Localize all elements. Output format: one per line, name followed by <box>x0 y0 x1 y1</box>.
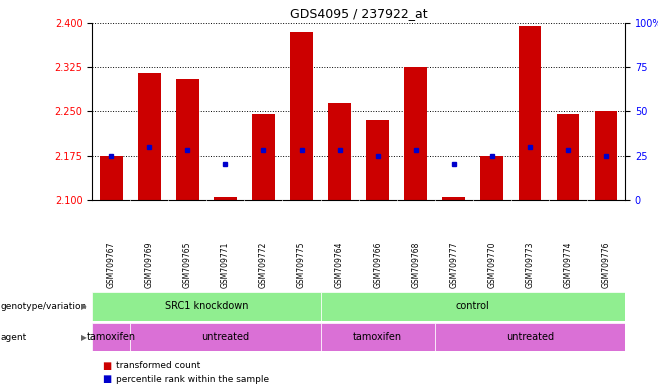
Text: GSM709774: GSM709774 <box>563 242 572 288</box>
Bar <box>480 156 503 200</box>
Text: transformed count: transformed count <box>116 361 201 370</box>
Text: GSM709766: GSM709766 <box>373 242 382 288</box>
Text: tamoxifen: tamoxifen <box>87 332 136 342</box>
Bar <box>214 197 237 200</box>
Text: GSM709764: GSM709764 <box>335 242 344 288</box>
Title: GDS4095 / 237922_at: GDS4095 / 237922_at <box>290 7 428 20</box>
Bar <box>320 292 625 321</box>
Bar <box>367 120 389 200</box>
Text: SRC1 knockdown: SRC1 knockdown <box>164 301 248 311</box>
Bar <box>290 32 313 200</box>
Text: GSM709775: GSM709775 <box>297 242 306 288</box>
Bar <box>92 323 130 351</box>
Text: ■: ■ <box>102 361 111 371</box>
Bar <box>138 73 161 200</box>
Text: GSM709773: GSM709773 <box>526 242 534 288</box>
Bar <box>130 323 320 351</box>
Text: ▶: ▶ <box>81 302 87 311</box>
Text: ▶: ▶ <box>81 333 87 342</box>
Text: control: control <box>456 301 490 311</box>
Text: GSM709769: GSM709769 <box>145 242 154 288</box>
Text: GSM709767: GSM709767 <box>107 242 116 288</box>
Text: untreated: untreated <box>506 332 554 342</box>
Bar <box>328 103 351 200</box>
Text: GSM709777: GSM709777 <box>449 242 458 288</box>
Bar <box>435 323 625 351</box>
Text: GSM709771: GSM709771 <box>221 242 230 288</box>
Bar <box>595 111 617 200</box>
Bar <box>320 323 435 351</box>
Bar <box>176 79 199 200</box>
Bar <box>519 26 542 200</box>
Text: genotype/variation: genotype/variation <box>1 302 87 311</box>
Text: untreated: untreated <box>201 332 249 342</box>
Bar <box>92 292 320 321</box>
Text: GSM709770: GSM709770 <box>488 242 496 288</box>
Text: GSM709772: GSM709772 <box>259 242 268 288</box>
Text: percentile rank within the sample: percentile rank within the sample <box>116 375 270 384</box>
Text: GSM709765: GSM709765 <box>183 242 191 288</box>
Bar <box>557 114 580 200</box>
Text: GSM709776: GSM709776 <box>601 242 611 288</box>
Bar <box>442 197 465 200</box>
Text: agent: agent <box>1 333 27 342</box>
Text: ■: ■ <box>102 374 111 384</box>
Bar <box>100 156 122 200</box>
Bar <box>404 67 427 200</box>
Bar <box>252 114 275 200</box>
Text: GSM709768: GSM709768 <box>411 242 420 288</box>
Text: tamoxifen: tamoxifen <box>353 332 402 342</box>
